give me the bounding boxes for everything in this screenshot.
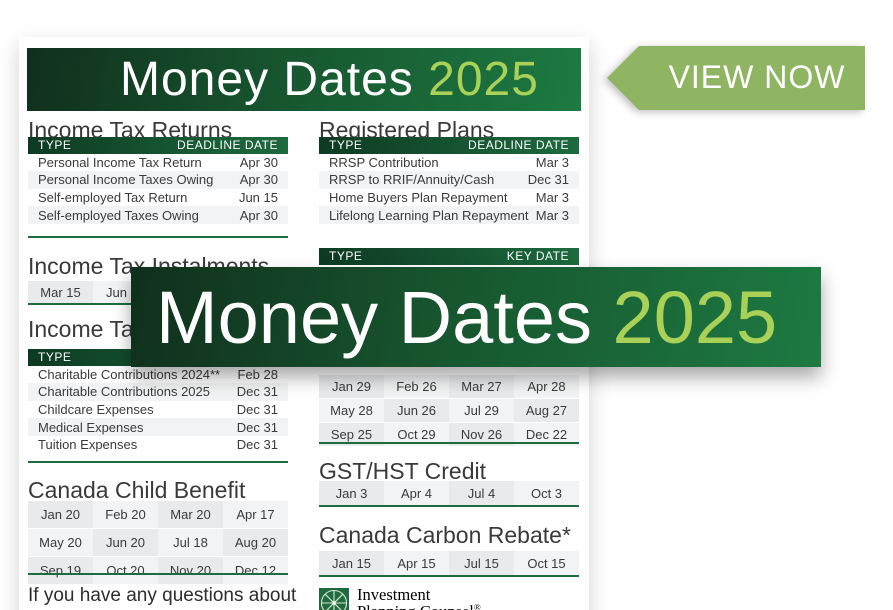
svg-text:VIEW NOW: VIEW NOW — [669, 59, 846, 95]
